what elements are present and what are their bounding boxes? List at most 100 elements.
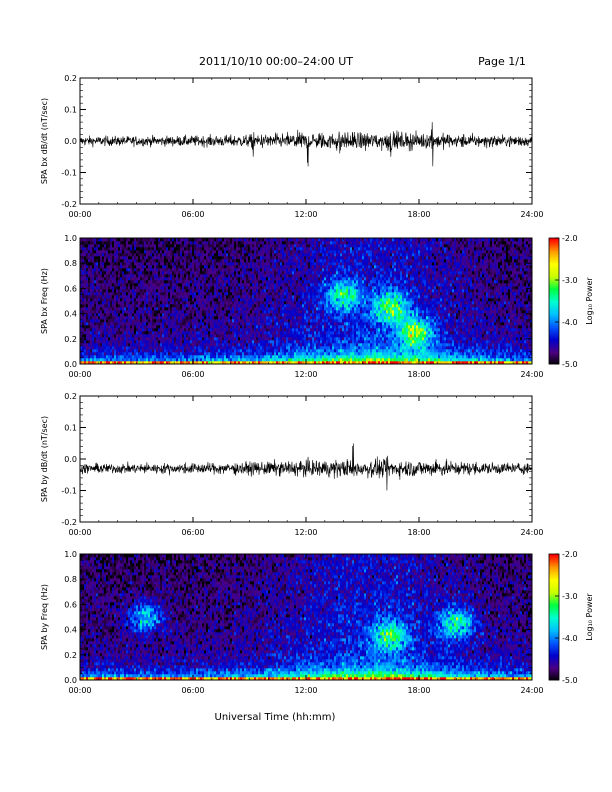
heatmap-cell [260, 319, 263, 323]
heatmap-cell [300, 334, 303, 338]
heatmap-cell [242, 271, 245, 275]
heatmap-cell [196, 268, 199, 272]
heatmap-cell [196, 316, 199, 320]
heatmap-cell [138, 331, 141, 335]
heatmap-cell [128, 352, 131, 356]
heatmap-cell [112, 286, 115, 290]
heatmap-cell [240, 310, 243, 314]
heatmap-cell [212, 268, 215, 272]
heatmap-cell [140, 355, 143, 359]
heatmap-cell [112, 316, 115, 320]
heatmap-cell [156, 268, 159, 272]
heatmap-cell [278, 268, 281, 272]
heatmap-cell [268, 325, 271, 329]
heatmap-cell [116, 304, 119, 308]
heatmap-cell [234, 250, 237, 254]
heatmap-cell [254, 346, 257, 350]
heatmap-cell [122, 283, 125, 287]
heatmap-cell [116, 319, 119, 323]
heatmap-cell [274, 304, 277, 308]
heatmap-cell [102, 262, 105, 266]
heatmap-cell [294, 238, 297, 242]
heatmap-cell [166, 337, 169, 341]
heatmap-cell [230, 274, 233, 278]
heatmap-cell [92, 325, 95, 329]
heatmap-cell [290, 268, 293, 272]
heatmap-cell [264, 268, 267, 272]
heatmap-cell [248, 286, 251, 290]
heatmap-cell [176, 307, 179, 311]
heatmap-cell [136, 268, 139, 272]
heatmap-cell [288, 349, 291, 353]
heatmap-cell [228, 289, 231, 293]
heatmap-cell [302, 295, 305, 299]
heatmap-cell [204, 328, 207, 332]
heatmap-cell [88, 349, 91, 353]
heatmap-cell [180, 292, 183, 296]
heatmap-cell [198, 277, 201, 281]
heatmap-cell [218, 331, 221, 335]
heatmap-cell [214, 262, 217, 266]
heatmap-cell [148, 271, 151, 275]
heatmap-cell [82, 319, 85, 323]
heatmap-cell [120, 292, 123, 296]
heatmap-cell [180, 355, 183, 359]
heatmap-cell [222, 304, 225, 308]
heatmap-cell [206, 238, 209, 242]
heatmap-cell [146, 271, 149, 275]
heatmap-cell [256, 265, 259, 269]
heatmap-cell [100, 247, 103, 251]
heatmap-cell [162, 298, 165, 302]
heatmap-cell [112, 325, 115, 329]
heatmap-cell [310, 295, 313, 299]
heatmap-cell [276, 256, 279, 260]
heatmap-cell [168, 361, 171, 365]
heatmap-cell [170, 250, 173, 254]
heatmap-cell [196, 238, 199, 242]
heatmap-cell [94, 283, 97, 287]
heatmap-cell [164, 295, 167, 299]
heatmap-cell [104, 346, 107, 350]
heatmap-cell [94, 274, 97, 278]
heatmap-cell [100, 298, 103, 302]
heatmap-cell [184, 316, 187, 320]
heatmap-cell [172, 343, 175, 347]
heatmap-cell [184, 340, 187, 344]
heatmap-cell [286, 289, 289, 293]
heatmap-cell [168, 256, 171, 260]
heatmap-cell [250, 310, 253, 314]
heatmap-cell [170, 277, 173, 281]
heatmap-cell [212, 244, 215, 248]
heatmap-cell [112, 304, 115, 308]
heatmap-cell [228, 241, 231, 245]
heatmap-cell [284, 244, 287, 248]
heatmap-cell [224, 319, 227, 323]
heatmap-cell [252, 301, 255, 305]
heatmap-cell [240, 253, 243, 257]
heatmap-cell [94, 355, 97, 359]
heatmap-cell [158, 268, 161, 272]
heatmap-cell [168, 301, 171, 305]
heatmap-cell [286, 352, 289, 356]
heatmap-cell [262, 319, 265, 323]
heatmap-cell [102, 268, 105, 272]
heatmap-cell [210, 304, 213, 308]
heatmap-cell [104, 343, 107, 347]
heatmap-cell [286, 355, 289, 359]
heatmap-cell [302, 307, 305, 311]
heatmap-cell [306, 343, 309, 347]
heatmap-cell [84, 292, 87, 296]
heatmap-cell [308, 262, 311, 266]
heatmap-cell [230, 349, 233, 353]
heatmap-cell [96, 316, 99, 320]
heatmap-cell [216, 313, 219, 317]
heatmap-cell [238, 256, 241, 260]
heatmap-cell [180, 337, 183, 341]
heatmap-cell [116, 301, 119, 305]
heatmap-cell [290, 256, 293, 260]
heatmap-cell [104, 259, 107, 263]
heatmap-cell [202, 340, 205, 344]
heatmap-cell [224, 286, 227, 290]
heatmap-cell [166, 307, 169, 311]
heatmap-cell [104, 280, 107, 284]
